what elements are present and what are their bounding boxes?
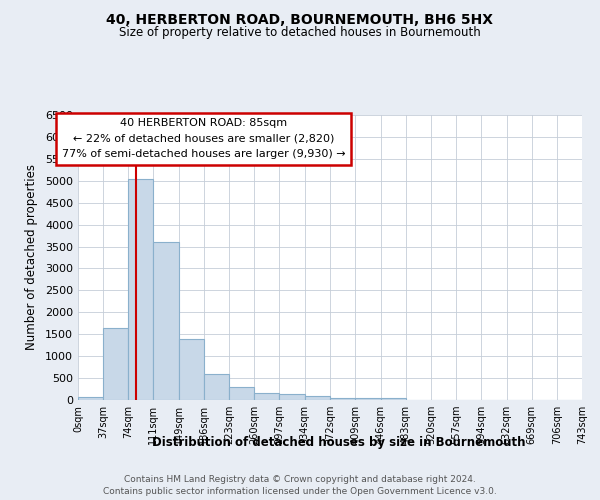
Bar: [128, 178, 153, 400]
Text: Distribution of detached houses by size in Bournemouth: Distribution of detached houses by size …: [152, 436, 526, 449]
Text: Contains public sector information licensed under the Open Government Licence v3: Contains public sector information licen…: [103, 486, 497, 496]
Text: 40, HERBERTON ROAD, BOURNEMOUTH, BH6 5HX: 40, HERBERTON ROAD, BOURNEMOUTH, BH6 5HX: [107, 12, 493, 26]
Bar: [179, 338, 204, 400]
Bar: [78, 396, 103, 400]
Bar: [204, 374, 229, 400]
Bar: [280, 394, 305, 400]
Bar: [305, 396, 331, 400]
Bar: [254, 393, 280, 400]
Bar: [229, 387, 254, 400]
Bar: [331, 398, 355, 400]
Text: 40 HERBERTON ROAD: 85sqm
← 22% of detached houses are smaller (2,820)
77% of sem: 40 HERBERTON ROAD: 85sqm ← 22% of detach…: [62, 118, 346, 160]
Bar: [380, 398, 406, 400]
Bar: [355, 398, 380, 400]
Bar: [103, 328, 128, 400]
Bar: [153, 242, 179, 400]
Text: Contains HM Land Registry data © Crown copyright and database right 2024.: Contains HM Land Registry data © Crown c…: [124, 474, 476, 484]
Y-axis label: Number of detached properties: Number of detached properties: [25, 164, 38, 350]
Text: Size of property relative to detached houses in Bournemouth: Size of property relative to detached ho…: [119, 26, 481, 39]
